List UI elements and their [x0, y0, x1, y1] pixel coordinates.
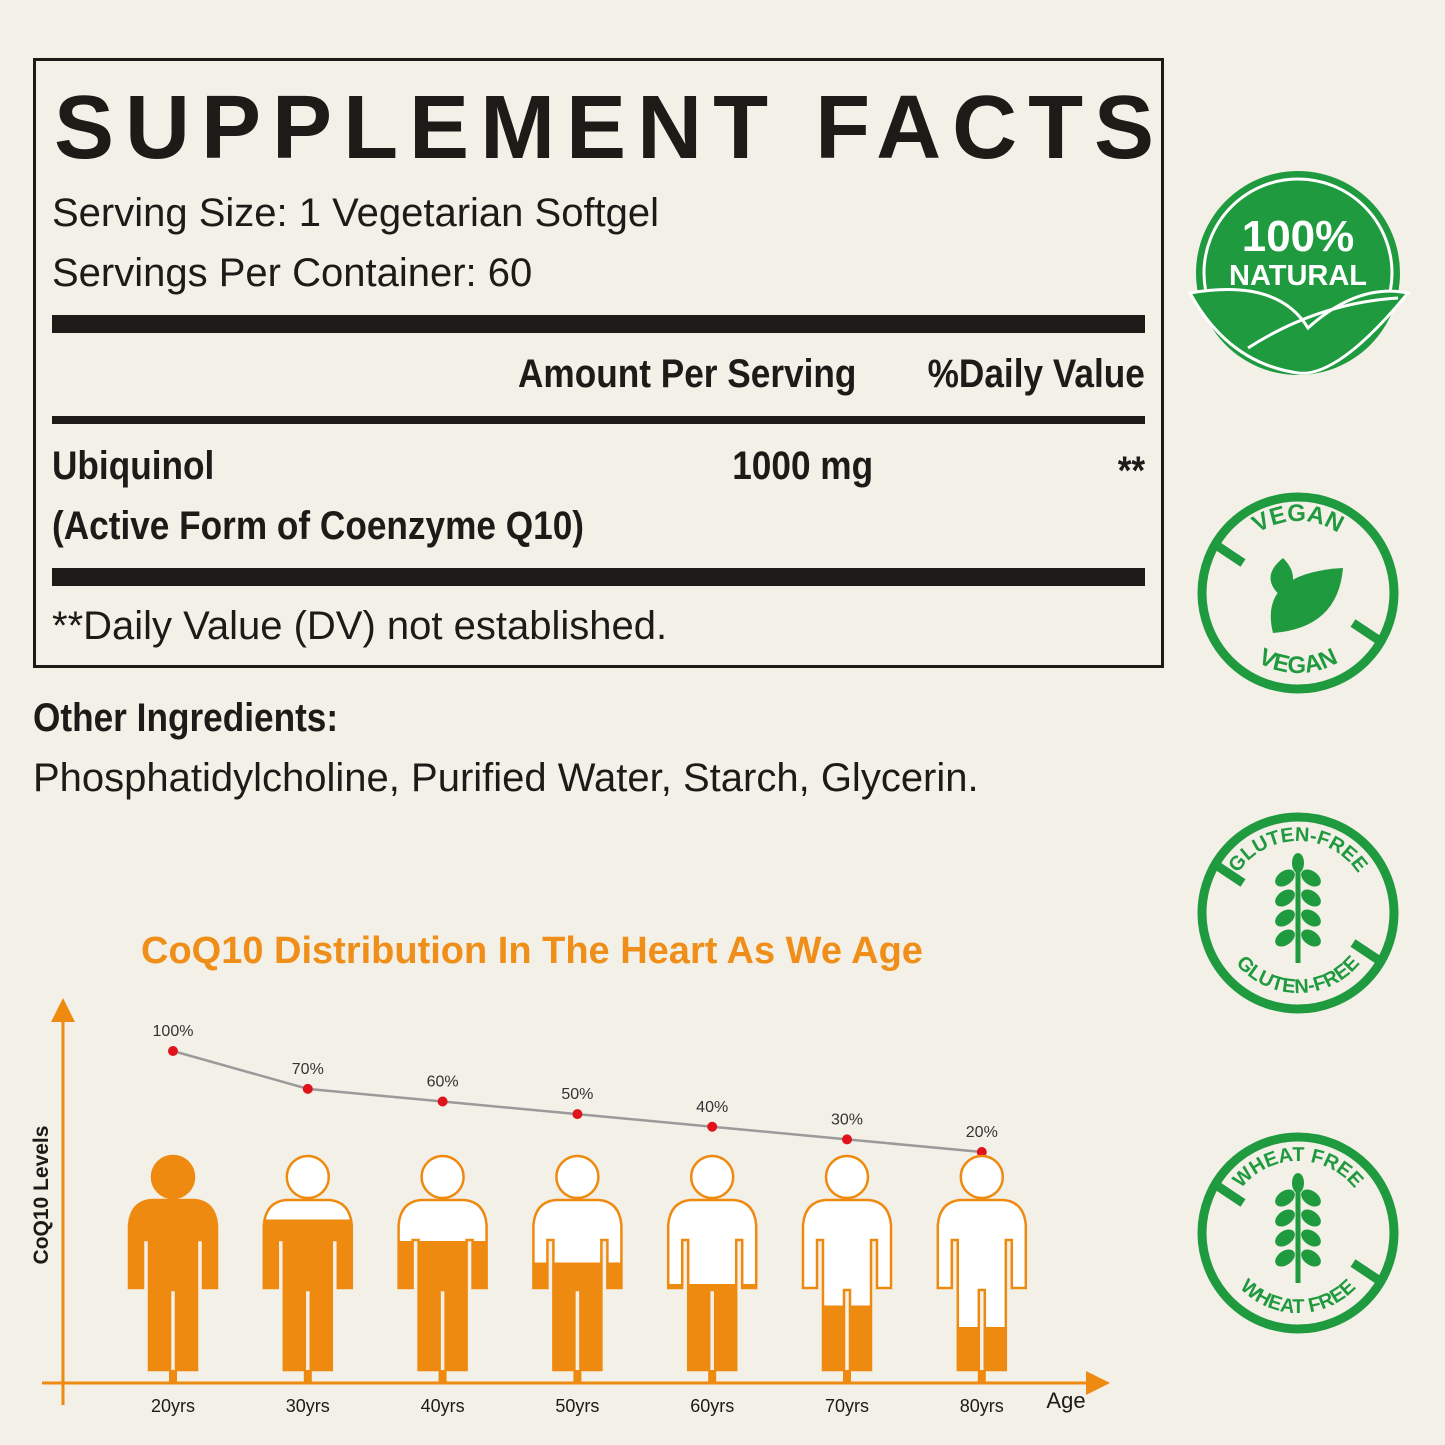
figure-fill [263, 1219, 352, 1370]
figure-fill [533, 1262, 622, 1370]
person-figure [532, 1154, 623, 1372]
servings-per-container: Servings Per Container: 60 [52, 251, 533, 295]
other-ingredients-list: Phosphatidylcholine, Purified Water, Sta… [33, 756, 979, 800]
wheat-icon [1275, 853, 1321, 963]
figure-body [801, 1198, 893, 1372]
data-label: 30% [831, 1111, 863, 1128]
data-label: 70% [292, 1061, 324, 1078]
supplement-facts-panel: SUPPLEMENT FACTS Serving Size: 1 Vegetar… [33, 58, 1164, 668]
badge: 100%NATURAL [1187, 171, 1411, 375]
person-figure [801, 1154, 893, 1372]
figure-head [285, 1154, 331, 1200]
x-tick-label: 30yrs [286, 1396, 330, 1416]
divider [52, 568, 1145, 586]
person-figure [936, 1154, 1028, 1372]
data-point [976, 1147, 987, 1157]
data-label: 100% [153, 1023, 194, 1040]
data-point [842, 1134, 852, 1145]
badge-circle [1197, 812, 1399, 1014]
data-label: 60% [427, 1074, 459, 1091]
figure-fill [129, 1200, 217, 1370]
tick-mark [708, 1370, 717, 1383]
serving-size: Serving Size: 1 Vegetarian Softgel [52, 191, 660, 235]
divider [52, 315, 1145, 333]
x-tick-label: 70yrs [825, 1396, 869, 1416]
person-figure [666, 1154, 758, 1372]
wheat-icon [1275, 1173, 1321, 1283]
chart-title: CoQ10 Distribution In The Heart As We Ag… [141, 930, 923, 972]
divider [52, 416, 1145, 424]
facts-title: SUPPLEMENT FACTS [54, 78, 1166, 178]
figure-fill [668, 1284, 757, 1370]
badge-circle [1197, 492, 1399, 694]
col-dv-header: %Daily Value [927, 352, 1145, 396]
figure-head [420, 1154, 465, 1200]
x-tick-label: 60yrs [690, 1396, 734, 1416]
badge-text-bottom: VEGAN [1255, 643, 1342, 679]
data-label: 20% [966, 1124, 998, 1141]
person-figure [262, 1154, 354, 1372]
data-point [168, 1046, 178, 1056]
tick-mark [169, 1370, 177, 1383]
tick-mark [843, 1370, 851, 1383]
data-label: 50% [561, 1086, 593, 1103]
figure-head [689, 1154, 735, 1200]
col-amount-header: Amount Per Serving [518, 352, 857, 396]
badge-text: 100% [1242, 212, 1355, 261]
data-point [302, 1083, 313, 1094]
figure-body [936, 1198, 1028, 1372]
data-point [707, 1121, 718, 1132]
tick-mark [438, 1370, 447, 1383]
data-point [572, 1109, 583, 1120]
figure-fill [823, 1305, 871, 1370]
figure-fill [957, 1327, 1006, 1370]
ingredient-subtitle: (Active Form of Coenzyme Q10) [52, 504, 585, 548]
person-figure [127, 1154, 219, 1372]
data-label: 40% [696, 1099, 728, 1116]
x-tick-label: 40yrs [421, 1396, 465, 1416]
x-tick-label: 20yrs [151, 1396, 195, 1416]
other-ingredients-heading: Other Ingredients: [33, 696, 339, 740]
figure-head [959, 1154, 1005, 1200]
figure-head [555, 1154, 600, 1200]
data-point [437, 1096, 448, 1107]
x-axis-label: Age [1046, 1388, 1085, 1413]
y-axis-label: CoQ10 Levels [30, 1126, 53, 1265]
person-figure [397, 1154, 488, 1372]
figure-fill [152, 1156, 194, 1198]
figure-fill [398, 1241, 487, 1370]
footnote: **Daily Value (DV) not established. [52, 604, 668, 648]
leaf-icon [1187, 288, 1411, 375]
ingredient-name: Ubiquinol [52, 444, 215, 488]
figure-head [824, 1154, 870, 1200]
tick-mark [573, 1370, 582, 1383]
badge-circle [1197, 1132, 1399, 1334]
tick-mark [303, 1370, 312, 1383]
badge-text: NATURAL [1229, 260, 1367, 292]
x-tick-label: 50yrs [555, 1396, 599, 1416]
x-tick-label: 80yrs [960, 1396, 1004, 1416]
tick-mark [977, 1370, 986, 1383]
ingredient-dv: ** [1117, 449, 1145, 493]
ingredient-amount: 1000 mg [732, 444, 873, 488]
leaf-icon [1270, 558, 1293, 598]
